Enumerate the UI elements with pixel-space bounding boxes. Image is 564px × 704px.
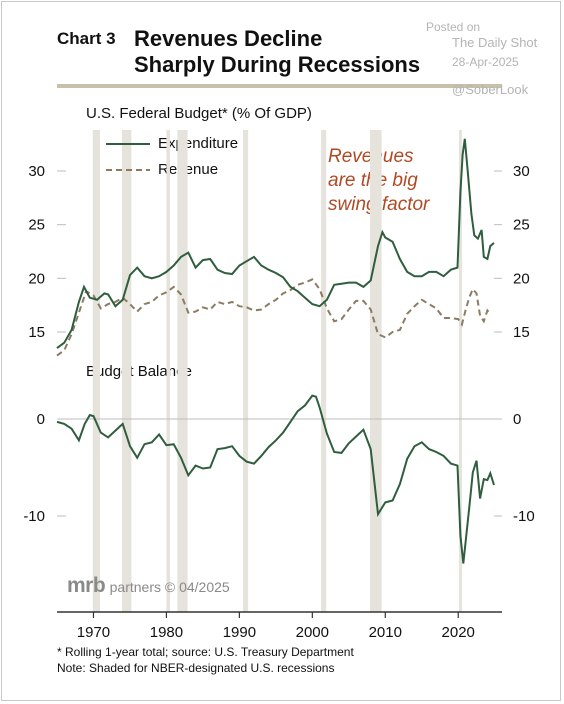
mrb-logo: mrb partners © 04/2025 [67,574,230,598]
recession-band-6 [321,130,327,612]
recession-band-2 [121,130,132,612]
recession-band-3 [166,130,171,612]
y-tick-label-left-30: 30 [28,163,45,180]
y-tick-label-right-15: 15 [513,324,530,341]
watermark-posted-on: Posted on [426,20,481,34]
x-tick-label-2010: 2010 [369,624,402,641]
chart-title-line2: Sharply During Recessions [134,52,421,77]
recession-band-8 [458,130,462,612]
y-tick-label-right-25: 25 [513,217,530,234]
legend-label-revenue: Revenue [158,161,219,178]
x-tick-label-2000: 2000 [296,624,329,641]
series-revenue [56,278,492,357]
y-tick-label-right-bottom-0: 0 [513,411,521,428]
y-tick-label-right-bottom--10: -10 [513,508,535,525]
y-tick-label-left-15: 15 [28,324,45,341]
y-tick-label-right-30: 30 [513,163,530,180]
chart-title: Revenues Decline Sharply During Recessio… [134,26,434,78]
title-rule [57,84,502,88]
recession-band-5 [243,130,249,612]
top-panel-title: U.S. Federal Budget* (% Of GDP) [86,105,312,122]
chart-legend [106,143,150,171]
y-tick-label-left-bottom--10: -10 [23,508,45,525]
bottom-panel-title: Budget Balance [86,363,192,380]
chart-lines [56,138,495,564]
recession-band-1 [92,130,101,612]
chart-title-line1: Revenues Decline [134,26,323,51]
logo-mark: mrb [67,574,106,597]
y-tick-label-left-20: 20 [28,270,45,287]
watermark-source: The Daily Shot [452,35,538,50]
y-tick-label-left-bottom-0: 0 [37,411,45,428]
x-tick-label-1970: 1970 [77,624,110,641]
x-tick-label-2020: 2020 [442,624,475,641]
x-tick-label-1990: 1990 [223,624,256,641]
watermark-date: 28-Apr-2025 [452,55,519,69]
recession-band-4 [177,130,188,612]
chart-number: Chart 3 [57,29,116,48]
footnote-source: * Rolling 1-year total; source: U.S. Tre… [57,645,354,659]
recession-band-7 [369,130,382,612]
x-tick-label-1980: 1980 [150,624,183,641]
footnote-recessions: Note: Shaded for NBER-designated U.S. re… [57,661,335,675]
watermark-handle: @SoberLook [452,82,529,97]
y-tick-label-right-20: 20 [513,270,530,287]
series-expenditure [56,138,495,349]
logo-text: partners © 04/2025 [109,579,230,595]
y-tick-label-left-25: 25 [28,217,45,234]
recession-shading [92,130,462,612]
series-budget-balance [56,394,495,564]
